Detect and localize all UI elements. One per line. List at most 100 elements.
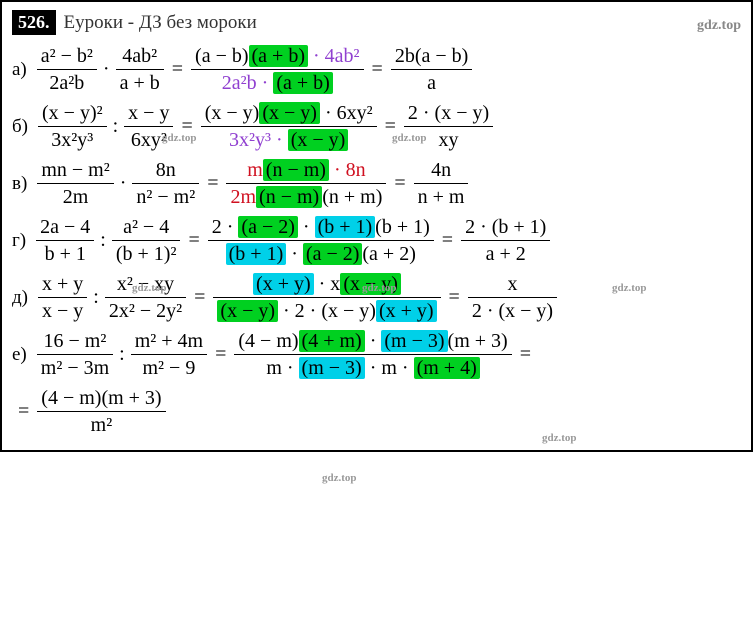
fraction: (x − y)(x − y) · 6xy² 3x²y³ · (x − y) bbox=[201, 100, 377, 153]
fraction: a² − 4 (b + 1)² bbox=[112, 214, 181, 267]
numerator: m(n − m) · 8n bbox=[243, 157, 369, 183]
numerator: 4n bbox=[427, 157, 455, 183]
highlight-green: (n − m) bbox=[256, 186, 322, 208]
equals: = bbox=[394, 172, 405, 195]
watermark: gdz.top bbox=[162, 132, 197, 144]
equals: = bbox=[172, 58, 183, 81]
equals: = bbox=[194, 286, 205, 309]
watermark: gdz.top bbox=[362, 282, 397, 294]
equals: = bbox=[207, 172, 218, 195]
watermark: gdz.top bbox=[612, 282, 647, 294]
equals: = bbox=[18, 400, 29, 423]
equals: = bbox=[520, 343, 531, 366]
equals: = bbox=[188, 229, 199, 252]
equals: = bbox=[215, 343, 226, 366]
fraction: x 2 · (x − y) bbox=[468, 271, 557, 324]
numerator: (4 − m)(m + 3) bbox=[37, 385, 165, 411]
page-container: 526. Еуроки - ДЗ без мороки gdz.top а) a… bbox=[0, 0, 753, 452]
numerator: (x − y)(x − y) · 6xy² bbox=[201, 100, 377, 126]
equals: = bbox=[372, 58, 383, 81]
equation-row-b: б) (x − y)² 3x²y³ : x − y 6xy² = (x − y)… bbox=[12, 100, 741, 153]
numerator: 2 · (a − 2) · (b + 1)(b + 1) bbox=[208, 214, 434, 240]
row-label: г) bbox=[12, 230, 26, 252]
operator: · bbox=[120, 172, 127, 195]
numerator: 8n bbox=[152, 157, 180, 183]
operator: : bbox=[100, 229, 106, 252]
denominator: n + m bbox=[414, 184, 469, 210]
denominator: 2x² − 2y² bbox=[105, 298, 186, 324]
highlight-green: (x − y) bbox=[217, 300, 278, 322]
watermark: gdz.top bbox=[132, 282, 167, 294]
row-label: д) bbox=[12, 287, 28, 309]
numerator: mn − m² bbox=[37, 157, 113, 183]
numerator: 2b(a − b) bbox=[391, 43, 472, 69]
numerator: x bbox=[503, 271, 521, 297]
operator: · bbox=[103, 58, 110, 81]
numerator: (4 − m)(4 + m) · (m − 3)(m + 3) bbox=[234, 328, 511, 354]
denominator: 3x²y³ bbox=[47, 127, 97, 153]
fraction: a² − b² 2a²b bbox=[37, 43, 97, 96]
equation-row-f: е) 16 − m² m² − 3m : m² + 4m m² − 9 = (4… bbox=[12, 328, 741, 381]
highlight-green: (4 + m) bbox=[299, 330, 365, 352]
denominator: 3x²y³ · (x − y) bbox=[225, 127, 352, 153]
denominator: (b + 1)² bbox=[112, 241, 181, 267]
fraction: (x + y) · x(x − y) (x − y) · 2 · (x − y)… bbox=[213, 271, 440, 324]
equation-row-f-cont: = (4 − m)(m + 3) m² bbox=[12, 385, 741, 438]
watermark: gdz.top bbox=[697, 18, 741, 34]
numerator: 2a − 4 bbox=[36, 214, 94, 240]
numerator: 2 · (x − y) bbox=[404, 100, 493, 126]
denominator: m · (m − 3) · m · (m + 4) bbox=[262, 355, 483, 381]
fraction: 8n n² − m² bbox=[132, 157, 199, 210]
fraction: x − y 6xy² bbox=[124, 100, 173, 153]
highlight-green: (n − m) bbox=[263, 159, 329, 181]
fraction: 2b(a − b) a bbox=[391, 43, 472, 96]
denominator: m² bbox=[87, 412, 117, 438]
header-text: Еуроки - ДЗ без мороки bbox=[64, 12, 257, 34]
numerator: a² − b² bbox=[37, 43, 97, 69]
denominator: m² − 3m bbox=[37, 355, 113, 381]
watermark: gdz.top bbox=[542, 432, 577, 444]
operator: : bbox=[119, 343, 125, 366]
denominator: xy bbox=[435, 127, 463, 153]
fraction: (4 − m)(4 + m) · (m − 3)(m + 3) m · (m −… bbox=[234, 328, 511, 381]
highlight-cyan: (b + 1) bbox=[315, 216, 376, 238]
watermark: gdz.top bbox=[322, 472, 357, 484]
fraction: 2a − 4 b + 1 bbox=[36, 214, 94, 267]
highlight-cyan: (x + y) bbox=[253, 273, 314, 295]
denominator: (b + 1) · (a − 2)(a + 2) bbox=[222, 241, 420, 267]
highlight-cyan: (b + 1) bbox=[226, 243, 287, 265]
highlight-cyan: (x + y) bbox=[376, 300, 437, 322]
equation-row-c: в) mn − m² 2m · 8n n² − m² = m(n − m) · … bbox=[12, 157, 741, 210]
row-label: в) bbox=[12, 173, 27, 195]
highlight-green: (a + b) bbox=[249, 45, 308, 67]
denominator: 2a²b bbox=[45, 70, 88, 96]
equals: = bbox=[442, 229, 453, 252]
fraction: x + y x − y bbox=[38, 271, 87, 324]
numerator: 4ab² bbox=[118, 43, 161, 69]
numerator: (a − b)(a + b) · 4ab² bbox=[191, 43, 364, 69]
row-label: а) bbox=[12, 59, 27, 81]
denominator: x − y bbox=[38, 298, 87, 324]
row-label: е) bbox=[12, 344, 27, 366]
fraction: 2 · (a − 2) · (b + 1)(b + 1) (b + 1) · (… bbox=[208, 214, 434, 267]
operator: : bbox=[113, 115, 119, 138]
highlight-green: (x − y) bbox=[288, 129, 349, 151]
denominator: 2a²b · (a + b) bbox=[218, 70, 337, 96]
operator: : bbox=[93, 286, 99, 309]
numerator: a² − 4 bbox=[119, 214, 173, 240]
equation-row-a: а) a² − b² 2a²b · 4ab² a + b = (a − b)(a… bbox=[12, 43, 741, 96]
fraction: m² + 4m m² − 9 bbox=[131, 328, 207, 381]
fraction: x² − xy 2x² − 2y² bbox=[105, 271, 186, 324]
numerator: m² + 4m bbox=[131, 328, 207, 354]
denominator: a + b bbox=[116, 70, 164, 96]
denominator: (x − y) · 2 · (x − y)(x + y) bbox=[213, 298, 440, 324]
denominator: a bbox=[423, 70, 440, 96]
highlight-green: (a − 2) bbox=[303, 243, 362, 265]
row-label: б) bbox=[12, 116, 28, 138]
denominator: 2 · (x − y) bbox=[468, 298, 557, 324]
denominator: 2m bbox=[59, 184, 93, 210]
fraction: 2 · (b + 1) a + 2 bbox=[461, 214, 550, 267]
equals: = bbox=[449, 286, 460, 309]
highlight-cyan: (m − 3) bbox=[299, 357, 365, 379]
numerator: x + y bbox=[38, 271, 87, 297]
